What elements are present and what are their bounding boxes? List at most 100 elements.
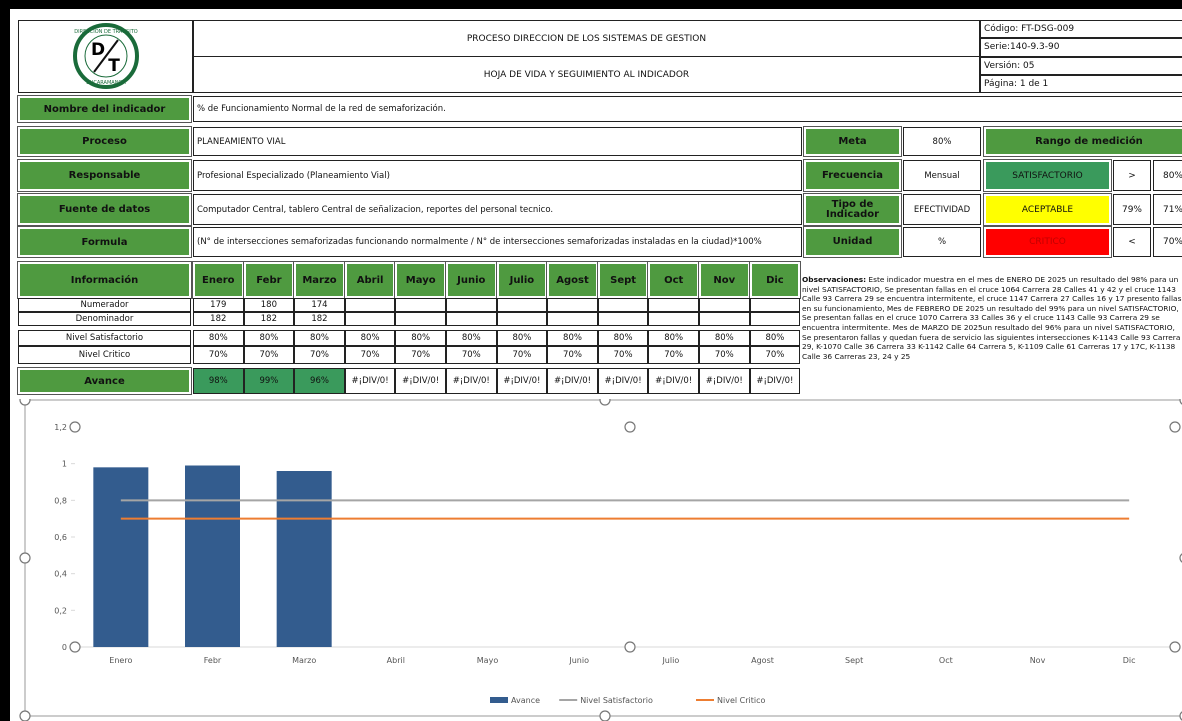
range-level: ACEPTABLE xyxy=(983,193,1112,226)
selection-handle xyxy=(19,710,31,721)
table-cell: 179 xyxy=(193,298,244,312)
table-cell: #¡DIV/0! xyxy=(344,368,396,394)
table-cell: #¡DIV/0! xyxy=(597,368,649,394)
field-value: Profesional Especializado (Planeamiento … xyxy=(193,160,802,191)
table-cell: 70% xyxy=(395,346,446,364)
table-cell: #¡DIV/0! xyxy=(547,368,598,394)
logo-text: DIRECCION DE TRANSITO xyxy=(74,29,137,35)
table-cell: #¡DIV/0! xyxy=(446,368,497,394)
header-code: Código: FT-DSG-009 xyxy=(980,20,1182,39)
x-tick-label: Julio xyxy=(661,656,679,665)
field-label: Responsable xyxy=(17,159,192,192)
field-value: % de Funcionamiento Normal de la red de … xyxy=(193,96,1182,122)
table-cell: 80% xyxy=(193,330,244,346)
table-cell: 98% xyxy=(193,368,244,394)
table-cell: 70% xyxy=(496,346,548,364)
x-tick-label: Enero xyxy=(109,656,132,665)
table-cell xyxy=(547,312,598,326)
range-title: Rango de medición xyxy=(983,126,1182,157)
table-cell: 70% xyxy=(597,346,649,364)
table-cell: 70% xyxy=(648,346,699,364)
table-cell: 80% xyxy=(648,330,699,346)
selection-handle xyxy=(1169,421,1181,433)
table-header: Febr xyxy=(242,261,296,299)
table-cell xyxy=(446,298,497,312)
table-cell: 80% xyxy=(496,330,548,346)
detail-value: EFECTIVIDAD xyxy=(903,194,981,225)
observations-label: Observaciones: xyxy=(802,275,867,284)
table-cell: 70% xyxy=(547,346,598,364)
y-tick-label: 0,2 xyxy=(54,606,67,615)
table-header: Información xyxy=(17,261,192,299)
table-header: Nov xyxy=(698,261,751,299)
detail-label: Tipo de Indicador xyxy=(803,193,902,226)
detail-label: Unidad xyxy=(803,226,902,258)
selection-handle xyxy=(624,421,636,433)
legend-label: Nivel Satisfactorio xyxy=(580,696,653,705)
y-tick-label: 1 xyxy=(62,460,67,469)
table-cell xyxy=(648,312,699,326)
range-op: > xyxy=(1113,160,1151,191)
detail-value: % xyxy=(903,227,981,257)
table-cell xyxy=(648,298,699,312)
logo-text: BUCARAMANGA xyxy=(86,80,126,86)
table-cell: 70% xyxy=(294,346,345,364)
table-header: Sept xyxy=(596,261,650,299)
x-tick-label: Marzo xyxy=(292,656,316,665)
range-op: < xyxy=(1113,227,1151,257)
bar xyxy=(185,465,240,647)
range-value: 71% xyxy=(1153,194,1182,225)
range-value: 80% xyxy=(1153,160,1182,191)
table-cell xyxy=(749,298,801,312)
table-cell: 180 xyxy=(243,298,295,312)
table-cell: 80% xyxy=(344,330,396,346)
chart: 0 0,2 0,4 0,6 0,8 1 1,2 Enero Febr Marzo Abril Mayo… xyxy=(19,399,1182,721)
table-cell: #¡DIV/0! xyxy=(699,368,750,394)
table-header: Agost xyxy=(546,261,599,299)
table-cell: 182 xyxy=(243,312,295,326)
selection-handle xyxy=(19,552,31,564)
y-tick-label: 0 xyxy=(62,643,67,652)
field-value: PLANEAMIENTO VIAL xyxy=(193,127,802,156)
y-tick-label: 0,8 xyxy=(54,496,67,505)
table-cell: #¡DIV/0! xyxy=(648,368,699,394)
detail-value: 80% xyxy=(903,127,981,156)
table-cell xyxy=(446,312,497,326)
table-header: Marzo xyxy=(293,261,346,299)
field-label: Nombre del indicador xyxy=(17,95,192,123)
table-header: Abril xyxy=(343,261,397,299)
range-value: 70% xyxy=(1153,227,1182,257)
sheet: D T DIRECCION DE TRANSITO BUCARAMANGA Ob… xyxy=(10,9,1182,721)
row-label: Denominador xyxy=(18,312,191,326)
table-cell: 80% xyxy=(547,330,598,346)
x-tick-label: Junio xyxy=(568,656,589,665)
selection-handle xyxy=(599,710,611,721)
range-level: CRITICO xyxy=(983,226,1112,258)
x-tick-label: Agost xyxy=(751,656,774,665)
logo-slash xyxy=(93,39,119,73)
range-level: SATISFACTORIO xyxy=(983,159,1112,192)
row-label: Nivel Satisfactorio xyxy=(18,330,191,346)
x-tick-label: Sept xyxy=(845,656,863,665)
table-cell: 70% xyxy=(749,346,801,364)
table-header: Mayo xyxy=(394,261,447,299)
table-cell: 80% xyxy=(395,330,446,346)
table-cell xyxy=(597,298,649,312)
table-cell: #¡DIV/0! xyxy=(496,368,548,394)
selection-handle xyxy=(1169,641,1181,653)
table-header: Julio xyxy=(495,261,549,299)
table-cell: 80% xyxy=(446,330,497,346)
field-label: Proceso xyxy=(17,126,192,157)
table-cell: #¡DIV/0! xyxy=(395,368,446,394)
x-tick-label: Febr xyxy=(204,656,222,665)
table-cell: #¡DIV/0! xyxy=(749,368,801,394)
y-tick-label: 1,2 xyxy=(54,423,67,432)
logo: D T DIRECCION DE TRANSITO BUCARAMANGA xyxy=(73,23,139,89)
detail-value: Mensual xyxy=(903,160,981,191)
table-cell xyxy=(699,298,750,312)
table-header: Enero xyxy=(192,261,245,299)
range-op: 79% xyxy=(1113,194,1151,225)
table-cell xyxy=(496,312,548,326)
bar xyxy=(93,467,149,647)
